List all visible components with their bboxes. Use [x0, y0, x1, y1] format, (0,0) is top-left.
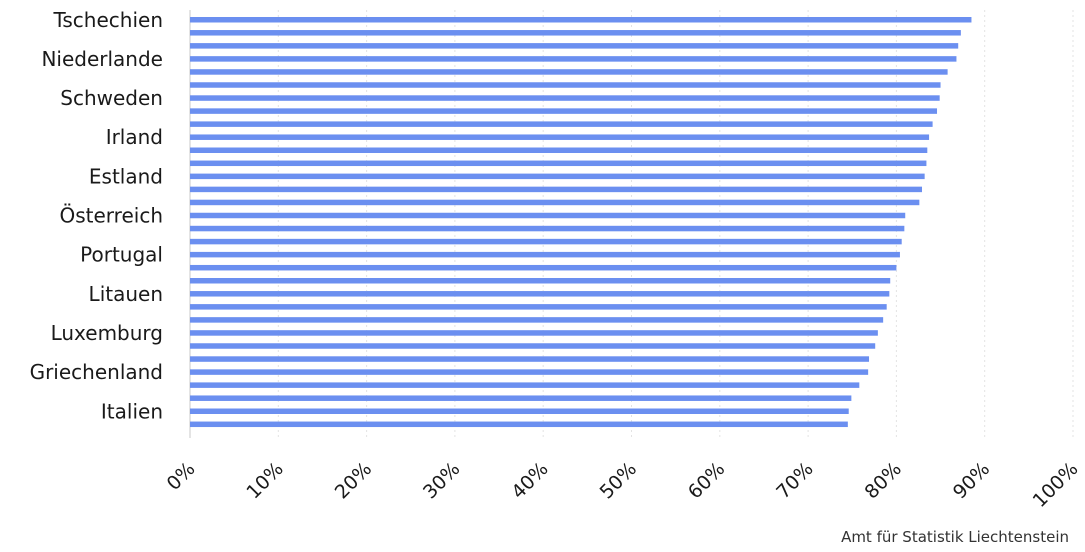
- category-label: Schweden: [60, 86, 163, 110]
- bar: [190, 160, 927, 167]
- bar: [190, 82, 941, 88]
- bar: [190, 17, 972, 23]
- category-label: Estland: [89, 164, 163, 188]
- bar: [190, 264, 897, 271]
- x-tick-label: 50%: [596, 458, 641, 503]
- x-tick-label: 100%: [1029, 458, 1083, 512]
- bar: [190, 212, 906, 219]
- x-tick-label: 0%: [163, 458, 200, 495]
- category-label: Tschechien: [52, 8, 163, 32]
- bar: [190, 134, 930, 140]
- bar: [190, 369, 869, 375]
- bar: [190, 199, 920, 206]
- bar: [190, 43, 959, 49]
- category-label: Portugal: [80, 243, 163, 267]
- bars: [190, 17, 972, 428]
- x-tick-label: 40%: [507, 458, 552, 503]
- x-tick-label: 20%: [331, 458, 376, 503]
- bar: [190, 421, 848, 428]
- bar: [190, 95, 940, 101]
- source-credit: Amt für Statistik Liechtenstein: [841, 528, 1069, 546]
- category-labels: Tschechien Niederlande Schweden Irland Estla…: [30, 8, 163, 424]
- x-tick-label: 10%: [242, 458, 287, 503]
- category-label: Niederlande: [41, 47, 163, 71]
- bar: [190, 291, 890, 297]
- category-label: Österreich: [60, 204, 164, 228]
- bar: [190, 343, 876, 349]
- bar: [190, 30, 961, 36]
- x-tick-labels: 0% 10% 20% 30% 40% 50% 60% 70% 80% 90% 100%: [163, 458, 1083, 512]
- gridlines: [189, 10, 1074, 438]
- bar: [190, 225, 905, 232]
- bar: [190, 238, 902, 245]
- bar: [190, 173, 925, 180]
- bar: [190, 330, 878, 336]
- x-tick-label: 90%: [949, 458, 994, 503]
- category-label: Irland: [106, 125, 163, 149]
- bar: [190, 147, 928, 153]
- bar: [190, 356, 870, 362]
- x-tick-label: 70%: [772, 458, 817, 503]
- category-label: Italien: [101, 399, 163, 423]
- bar: [190, 108, 938, 114]
- category-label: Litauen: [89, 282, 163, 306]
- bar: [190, 278, 891, 284]
- bar: [190, 395, 852, 401]
- x-tick-label: 80%: [861, 458, 906, 503]
- bar: [190, 56, 957, 62]
- x-tick-label: 30%: [419, 458, 464, 503]
- category-label: Griechenland: [30, 360, 163, 384]
- bar: [190, 251, 900, 258]
- bar: [190, 317, 884, 323]
- x-tick-label: 60%: [684, 458, 729, 503]
- bar: [190, 382, 860, 388]
- bar: [190, 304, 887, 310]
- bar: [190, 186, 923, 193]
- category-label: Luxemburg: [51, 321, 163, 345]
- bar: [190, 121, 933, 127]
- bar: [190, 69, 948, 75]
- bar: [190, 408, 849, 414]
